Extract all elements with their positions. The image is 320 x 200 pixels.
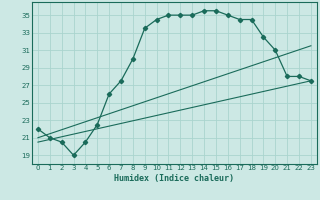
X-axis label: Humidex (Indice chaleur): Humidex (Indice chaleur) bbox=[115, 174, 234, 183]
